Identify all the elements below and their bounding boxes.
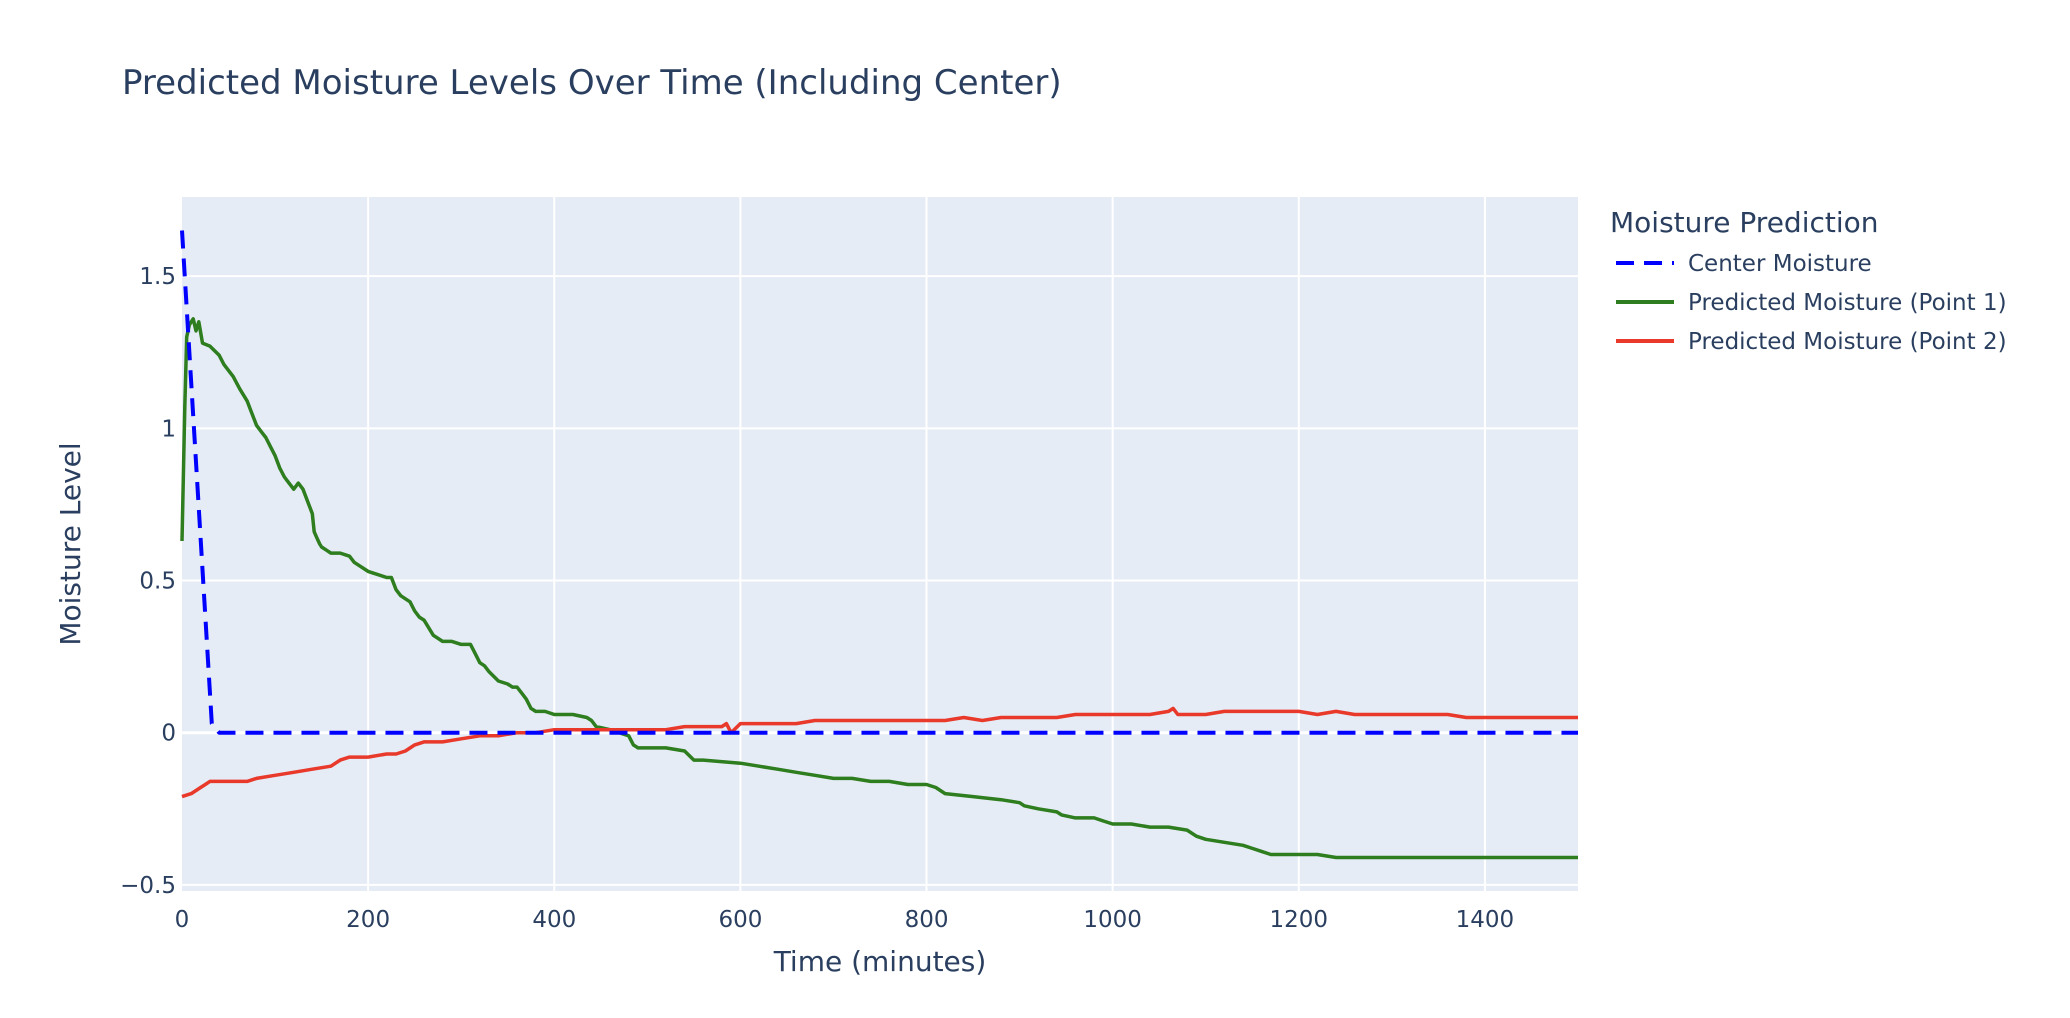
chart-title: Predicted Moisture Levels Over Time (Inc…	[122, 63, 1062, 103]
y-axis-title: Moisture Level	[54, 442, 87, 645]
series-line-1	[180, 230, 1578, 735]
legend-label: Predicted Moisture (Point 2)	[1688, 329, 2007, 355]
plot-area	[182, 197, 1578, 891]
legend-title: Moisture Prediction	[1610, 206, 1879, 239]
x-axis-ticks: 0 200 400 600 800 1000 1200 1400	[175, 907, 1515, 933]
series-layer	[180, 230, 1578, 860]
x-tick-label: 1200	[1270, 907, 1329, 933]
y-axis-ticks: −0.5 0 0.5 1 1.5	[120, 264, 176, 899]
series-line-3	[181, 706, 1578, 799]
x-tick-label: 1400	[1456, 907, 1515, 933]
x-tick-label: 1000	[1083, 907, 1142, 933]
y-tick-label: 1.5	[139, 264, 176, 290]
legend-label: Center Moisture	[1688, 251, 1872, 277]
y-tick-label: −0.5	[120, 873, 176, 899]
y-tick-label: 1	[161, 416, 176, 442]
x-tick-label: 800	[905, 907, 949, 933]
x-tick-label: 600	[718, 907, 762, 933]
x-tick-label: 400	[532, 907, 576, 933]
y-tick-label: 0.5	[139, 569, 176, 595]
y-tick-label: 0	[161, 721, 176, 747]
x-axis-title: Time (minutes)	[773, 945, 987, 978]
x-tick-label: 0	[175, 907, 190, 933]
x-tick-label: 200	[346, 907, 390, 933]
legend-items: Center Moisture Predicted Moisture (Point…	[1616, 251, 2007, 355]
legend: Moisture Prediction Center Moisture Predi…	[1610, 206, 2007, 355]
legend-label: Predicted Moisture (Point 1)	[1688, 290, 2007, 316]
series-line-2	[180, 317, 1578, 860]
